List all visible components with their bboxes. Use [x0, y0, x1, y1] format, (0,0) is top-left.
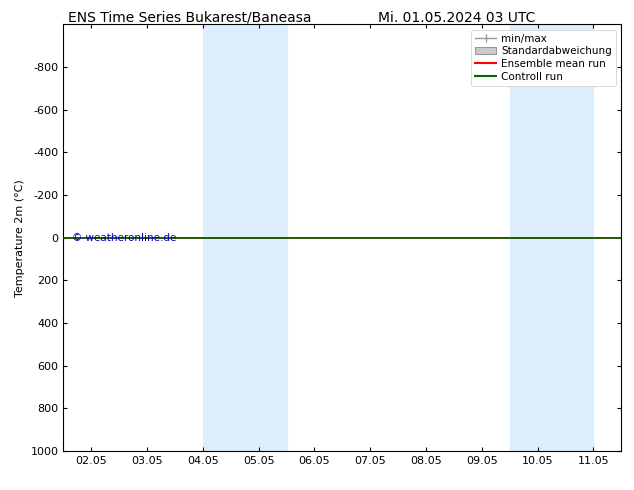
- Y-axis label: Temperature 2m (°C): Temperature 2m (°C): [15, 179, 25, 296]
- Legend: min/max, Standardabweichung, Ensemble mean run, Controll run: min/max, Standardabweichung, Ensemble me…: [471, 30, 616, 86]
- Bar: [203, 24, 287, 451]
- Text: Mi. 01.05.2024 03 UTC: Mi. 01.05.2024 03 UTC: [378, 11, 535, 25]
- Bar: [510, 24, 593, 451]
- Text: ENS Time Series Bukarest/Baneasa: ENS Time Series Bukarest/Baneasa: [68, 11, 312, 25]
- Text: © weatheronline.de: © weatheronline.de: [72, 233, 176, 243]
